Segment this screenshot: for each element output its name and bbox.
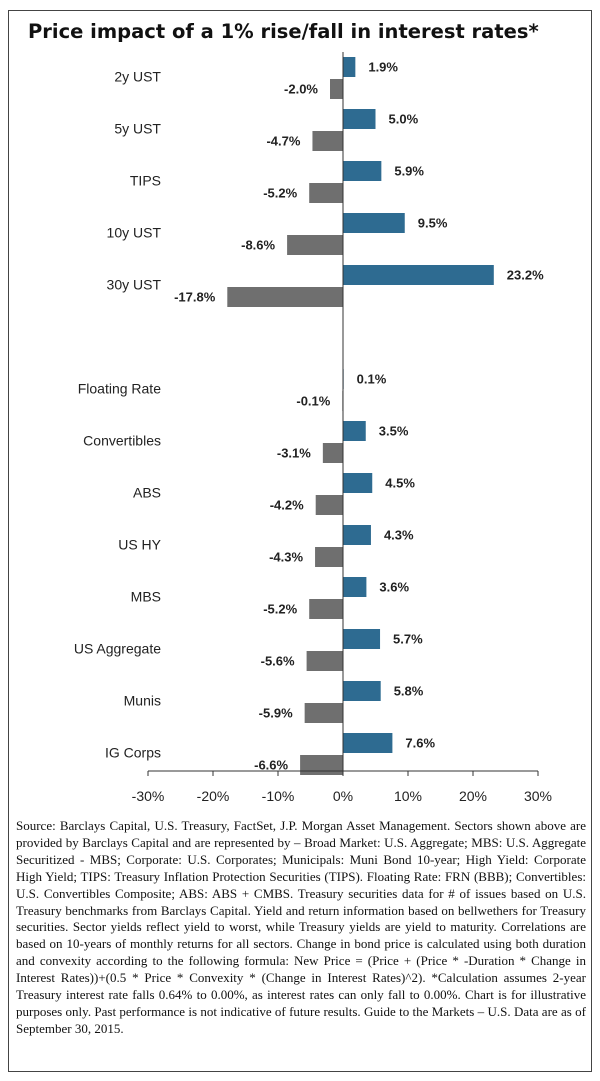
bar-negative <box>309 183 343 203</box>
category-label: US Aggregate <box>74 641 161 657</box>
bar-negative <box>309 599 343 619</box>
category-label: Floating Rate <box>78 381 161 397</box>
bar-positive <box>343 577 367 597</box>
source-footnote: Source: Barclays Capital, U.S. Treasury,… <box>16 818 586 1036</box>
bar-positive <box>343 473 373 493</box>
bar-negative <box>287 235 343 255</box>
bar-positive <box>343 681 381 701</box>
value-label-positive: 7.6% <box>405 735 435 750</box>
x-tick-label: 20% <box>459 788 487 804</box>
value-label-negative: -5.2% <box>263 185 297 200</box>
x-tick-label: -20% <box>197 788 230 804</box>
chart-frame <box>8 10 592 1072</box>
x-tick-label: -30% <box>132 788 165 804</box>
value-labels: 1.9% -2.0% 5.0% -4.7% 5.9% -5.2% 9.5% -8.6% 23.2… <box>174 59 544 772</box>
bar-negative <box>322 443 343 463</box>
bar-negative <box>330 79 343 99</box>
bar-positive <box>343 109 376 129</box>
category-label: 30y UST <box>107 277 162 293</box>
value-label-positive: 5.8% <box>394 683 424 698</box>
bar-positive <box>343 733 393 753</box>
category-labels: 2y UST 5y UST TIPS 10y UST 30y UST Floating R… <box>74 69 162 761</box>
bar-positive <box>343 265 494 285</box>
value-label-positive: 3.5% <box>379 423 409 438</box>
bar-negative <box>304 703 343 723</box>
value-label-positive: 9.5% <box>418 215 448 230</box>
category-label: ABS <box>133 485 161 501</box>
x-axis: -30% -20% -10% 0% 10% 20% 30% <box>132 52 552 804</box>
x-tick-label: 0% <box>333 788 353 804</box>
value-label-negative: -8.6% <box>241 237 275 252</box>
value-label-positive: 1.9% <box>368 59 398 74</box>
bar-negative <box>300 755 343 775</box>
category-label: 2y UST <box>114 69 161 85</box>
bars <box>227 57 494 775</box>
value-label-negative: -4.3% <box>269 549 303 564</box>
value-label-negative: -2.0% <box>284 81 318 96</box>
value-label-positive: 0.1% <box>357 371 387 386</box>
category-label: Munis <box>124 693 161 709</box>
value-label-negative: -4.7% <box>266 133 300 148</box>
bar-negative <box>315 495 343 515</box>
bar-positive <box>343 213 405 233</box>
category-label: US HY <box>118 537 161 553</box>
value-label-negative: -17.8% <box>174 289 216 304</box>
x-tick-label: 30% <box>524 788 552 804</box>
bar-positive <box>343 629 381 649</box>
value-label-negative: -5.2% <box>263 601 297 616</box>
value-label-negative: -3.1% <box>277 445 311 460</box>
category-label: 10y UST <box>107 225 162 241</box>
bar-chart: 2y UST 5y UST TIPS 10y UST 30y UST Floating R… <box>74 52 552 804</box>
x-tick-label: 10% <box>394 788 422 804</box>
bar-positive <box>343 525 371 545</box>
value-label-positive: 4.5% <box>385 475 415 490</box>
category-label: TIPS <box>130 173 161 189</box>
value-label-positive: 23.2% <box>507 267 544 282</box>
bar-positive <box>343 161 382 181</box>
value-label-negative: -6.6% <box>254 757 288 772</box>
bar-negative <box>312 131 343 151</box>
bar-negative <box>315 547 343 567</box>
value-label-positive: 4.3% <box>384 527 414 542</box>
value-label-negative: -4.2% <box>270 497 304 512</box>
value-label-positive: 3.6% <box>379 579 409 594</box>
category-label: IG Corps <box>105 745 161 761</box>
value-label-negative: -5.9% <box>259 705 293 720</box>
category-label: Convertibles <box>83 433 161 449</box>
bar-positive <box>343 421 366 441</box>
value-label-positive: 5.7% <box>393 631 423 646</box>
bar-negative <box>306 651 343 671</box>
value-label-positive: 5.0% <box>389 111 419 126</box>
value-label-positive: 5.9% <box>394 163 424 178</box>
chart-title: Price impact of a 1% rise/fall in intere… <box>28 20 539 43</box>
bar-negative <box>227 287 343 307</box>
x-tick-label: -10% <box>262 788 295 804</box>
category-label: MBS <box>131 589 161 605</box>
category-label: 5y UST <box>114 121 161 137</box>
value-label-negative: -0.1% <box>296 393 330 408</box>
bar-positive <box>343 57 356 77</box>
value-label-negative: -5.6% <box>261 653 295 668</box>
